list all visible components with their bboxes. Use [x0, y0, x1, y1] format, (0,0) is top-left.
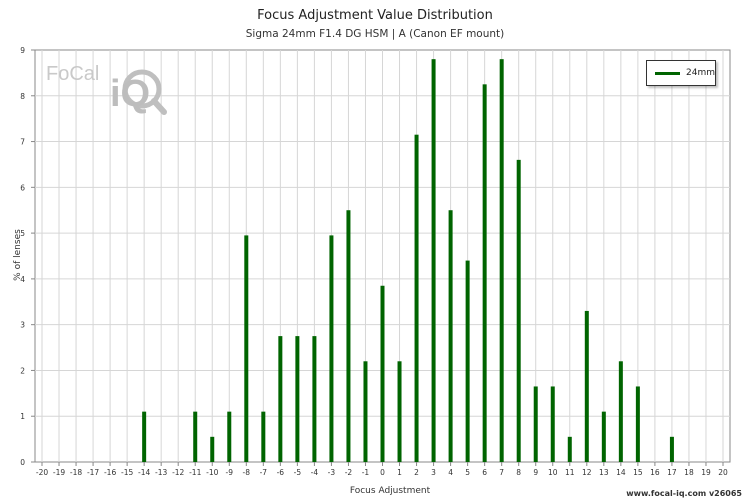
x-tick-label: 16 — [650, 468, 660, 477]
x-tick-label: -9 — [226, 468, 234, 477]
bar — [431, 59, 436, 463]
x-tick-label: 19 — [701, 468, 711, 477]
x-tick-label: -20 — [36, 468, 48, 477]
y-tick-label: 7 — [20, 138, 25, 147]
x-tick-label: 11 — [565, 468, 575, 477]
bar — [278, 336, 283, 462]
x-tick-label: 3 — [431, 468, 436, 477]
bar — [329, 235, 334, 462]
x-tick-label: -2 — [345, 468, 353, 477]
y-tick-label: 3 — [20, 321, 25, 330]
bar — [380, 285, 385, 462]
bar — [550, 386, 555, 462]
bar — [635, 386, 640, 462]
x-tick-label: -18 — [70, 468, 82, 477]
bar — [397, 361, 402, 462]
x-tick-label: -8 — [243, 468, 251, 477]
bar — [669, 436, 674, 462]
x-tick-label: -3 — [328, 468, 336, 477]
bar — [448, 210, 453, 462]
x-tick-label: -4 — [311, 468, 319, 477]
bar — [584, 310, 589, 462]
chart-subtitle: Sigma 24mm F1.4 DG HSM | A (Canon EF mou… — [245, 28, 505, 40]
x-tick-label: 6 — [482, 468, 487, 477]
bar — [499, 59, 504, 463]
x-tick-label: 0 — [380, 468, 385, 477]
x-tick-label: 5 — [465, 468, 470, 477]
x-tick-label: -14 — [138, 468, 150, 477]
y-axis-label: % of lenses — [13, 229, 23, 281]
bar — [567, 436, 572, 462]
x-tick-label: -16 — [104, 468, 116, 477]
bar — [414, 134, 419, 462]
x-tick-label: -6 — [277, 468, 285, 477]
x-tick-label: 7 — [499, 468, 504, 477]
x-tick-label: -10 — [206, 468, 218, 477]
x-tick-label: 13 — [599, 468, 609, 477]
x-tick-label: 12 — [582, 468, 592, 477]
bar — [193, 411, 198, 462]
x-tick-label: -5 — [294, 468, 302, 477]
bar — [465, 260, 470, 462]
x-tick-label: -15 — [121, 468, 133, 477]
bar — [312, 336, 317, 462]
y-tick-label: 1 — [20, 412, 25, 421]
x-tick-label: 2 — [414, 468, 419, 477]
x-tick-label: -11 — [189, 468, 201, 477]
x-tick-label: -17 — [87, 468, 99, 477]
x-tick-label: 1 — [397, 468, 402, 477]
bar — [601, 411, 606, 462]
logo-badge: iQ — [110, 73, 150, 115]
bar — [295, 336, 300, 462]
x-tick-label: -13 — [155, 468, 167, 477]
bar — [618, 361, 623, 462]
x-tick-label: 8 — [516, 468, 521, 477]
y-tick-label: 6 — [20, 183, 25, 192]
focal-iq-logo: FoCal iQ — [46, 63, 167, 115]
bar — [363, 361, 368, 462]
bar — [533, 386, 538, 462]
watermark: www.focal-iq.com v26065 — [626, 489, 742, 498]
bar — [210, 436, 215, 462]
x-tick-label: -7 — [260, 468, 268, 477]
bar — [346, 210, 351, 462]
chart-title: Focus Adjustment Value Distribution — [257, 8, 493, 23]
y-tick-label: 9 — [20, 46, 25, 55]
x-tick-label: 17 — [667, 468, 677, 477]
bar — [516, 159, 521, 462]
x-tick-label: 14 — [616, 468, 626, 477]
x-tick-label: -19 — [53, 468, 65, 477]
x-tick-label: 9 — [533, 468, 538, 477]
y-tick-label: 4 — [20, 275, 25, 284]
y-tick-label: 0 — [20, 458, 25, 467]
bar — [227, 411, 232, 462]
bar — [142, 411, 147, 462]
x-tick-label: -1 — [362, 468, 370, 477]
x-tick-label: 18 — [684, 468, 694, 477]
x-tick-label: 4 — [448, 468, 453, 477]
bar — [261, 411, 266, 462]
chart-legend: 24mm — [646, 60, 716, 86]
x-tick-label: 15 — [633, 468, 643, 477]
x-tick-label: -12 — [172, 468, 184, 477]
x-axis-label: Focus Adjustment — [349, 486, 431, 496]
legend-swatch — [655, 71, 680, 75]
y-tick-label: 5 — [20, 229, 25, 238]
logo-text: FoCal — [46, 63, 99, 85]
y-tick-label: 8 — [20, 92, 25, 101]
x-tick-label: 20 — [718, 468, 728, 477]
bar — [244, 235, 249, 462]
legend-label: 24mm — [686, 68, 715, 78]
x-tick-label: 10 — [548, 468, 558, 477]
y-tick-label: 2 — [20, 366, 25, 375]
bar — [482, 84, 487, 462]
